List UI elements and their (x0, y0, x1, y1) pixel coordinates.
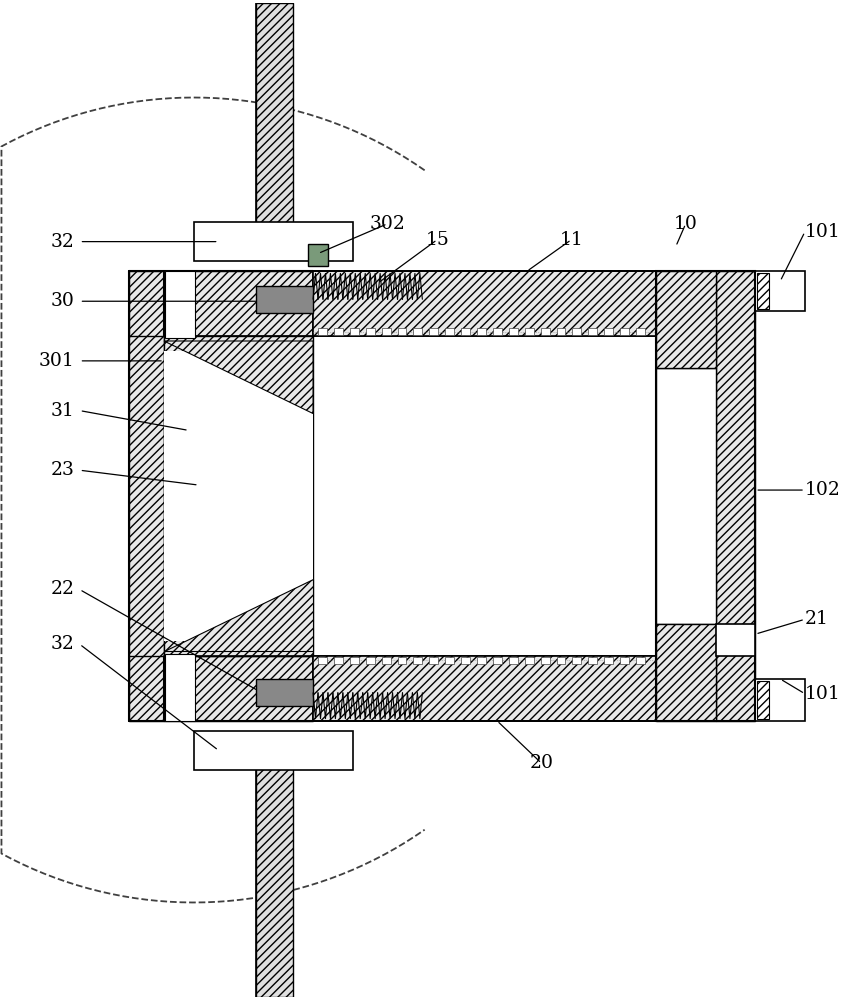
Bar (313, 271, 656, 336)
Bar (493, 657, 502, 664)
Bar (509, 657, 518, 664)
Bar (757, 273, 769, 309)
Bar (382, 657, 390, 664)
Bar (446, 328, 454, 335)
Bar (164, 336, 313, 656)
Bar (573, 328, 581, 335)
Bar (556, 328, 566, 335)
Bar (194, 731, 353, 770)
Bar (257, 3, 293, 242)
Bar (756, 271, 805, 311)
Bar (656, 271, 756, 721)
Bar (620, 328, 629, 335)
Bar (334, 328, 343, 335)
Polygon shape (164, 341, 313, 414)
Text: 301: 301 (39, 352, 75, 370)
Bar (716, 271, 756, 721)
Bar (716, 624, 756, 656)
Bar (165, 271, 195, 338)
Bar (257, 286, 313, 313)
Bar (757, 681, 769, 719)
Text: 31: 31 (51, 402, 75, 420)
Bar (164, 351, 313, 641)
Bar (350, 657, 359, 664)
Bar (308, 244, 328, 266)
Polygon shape (164, 579, 313, 651)
Bar (429, 657, 438, 664)
Text: 11: 11 (560, 231, 584, 249)
Text: 32: 32 (51, 635, 75, 653)
Bar (429, 328, 438, 335)
Bar (318, 657, 327, 664)
Bar (540, 657, 550, 664)
Bar (656, 271, 756, 721)
Text: 10: 10 (673, 215, 698, 233)
Text: 32: 32 (51, 233, 75, 251)
Bar (461, 657, 470, 664)
Bar (366, 657, 374, 664)
Bar (573, 657, 581, 664)
Bar (509, 328, 518, 335)
Bar (620, 657, 629, 664)
Bar (194, 222, 353, 261)
Bar (397, 328, 407, 335)
Bar (413, 328, 423, 335)
Bar (257, 679, 313, 706)
Bar (130, 271, 164, 721)
Text: 101: 101 (805, 685, 841, 703)
Text: 22: 22 (51, 580, 75, 598)
Bar (656, 271, 716, 368)
Text: 102: 102 (805, 481, 841, 499)
Bar (318, 328, 327, 335)
Text: 101: 101 (805, 223, 841, 241)
Bar (313, 656, 656, 721)
Text: 30: 30 (51, 292, 75, 310)
Bar (656, 368, 716, 624)
Bar (636, 657, 645, 664)
Text: 21: 21 (805, 610, 829, 628)
Bar (164, 271, 313, 336)
Bar (366, 328, 374, 335)
Bar (446, 657, 454, 664)
Bar (350, 328, 359, 335)
Bar (524, 657, 534, 664)
Bar (397, 657, 407, 664)
Bar (524, 328, 534, 335)
Bar (589, 657, 597, 664)
Bar (382, 328, 390, 335)
Bar (756, 679, 805, 721)
Bar (636, 328, 645, 335)
Bar (461, 328, 470, 335)
Bar (556, 657, 566, 664)
Bar (257, 758, 293, 997)
Bar (477, 328, 486, 335)
Bar (313, 336, 656, 656)
Bar (493, 328, 502, 335)
Bar (604, 657, 613, 664)
Text: 20: 20 (529, 754, 554, 772)
Bar (604, 328, 613, 335)
Text: 23: 23 (51, 461, 75, 479)
Bar (589, 328, 597, 335)
Bar (540, 328, 550, 335)
Text: 15: 15 (425, 231, 449, 249)
Bar (164, 656, 313, 721)
Bar (656, 624, 716, 721)
Bar (413, 657, 423, 664)
Bar (165, 654, 195, 721)
Bar (130, 336, 164, 656)
Text: 302: 302 (369, 215, 406, 233)
Bar (334, 657, 343, 664)
Bar (477, 657, 486, 664)
